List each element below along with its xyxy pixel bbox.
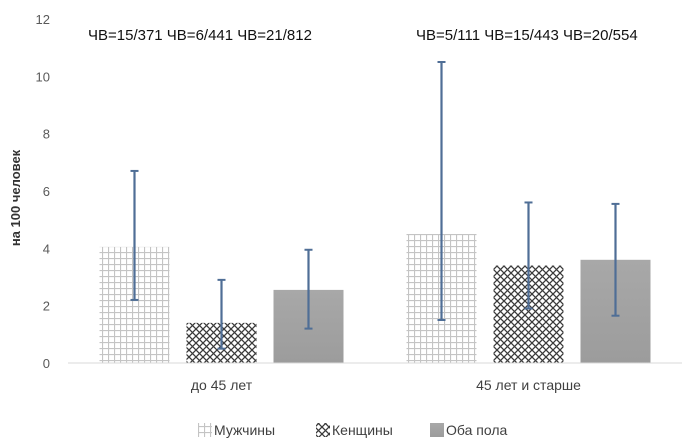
y-axis-label: на 100 человек [8,149,23,246]
bars [99,234,651,363]
legend-label: Кенщины [332,422,393,438]
annotation-group-1: ЧВ=15/371 ЧВ=6/441 ЧВ=21/812 [88,27,312,44]
error-bars [130,61,620,350]
legend-swatch-solid [430,423,444,437]
y-tick-label: 10 [36,69,50,84]
legend-label: Мужчины [214,422,275,438]
legend-label: Оба пола [446,422,507,438]
y-tick-label: 12 [36,12,50,27]
y-tick-label: 6 [43,184,50,199]
legend: Мужчины Кенщины Оба пола [198,422,507,438]
y-tick-label: 2 [43,299,50,314]
legend-swatch-diamond [316,423,330,437]
x-tick-label: до 45 лет [191,377,253,393]
legend-swatch-grid [198,423,212,437]
y-tick-label: 0 [43,356,50,371]
y-axis-ticks: 0 2 4 6 8 10 12 [36,12,50,371]
x-axis-labels: до 45 лет 45 лет и старше [191,377,581,393]
y-tick-label: 4 [43,241,50,256]
y-tick-label: 8 [43,127,50,142]
annotation-group-2: ЧВ=5/111 ЧВ=15/443 ЧВ=20/554 [416,27,638,44]
x-tick-label: 45 лет и старше [476,377,581,393]
